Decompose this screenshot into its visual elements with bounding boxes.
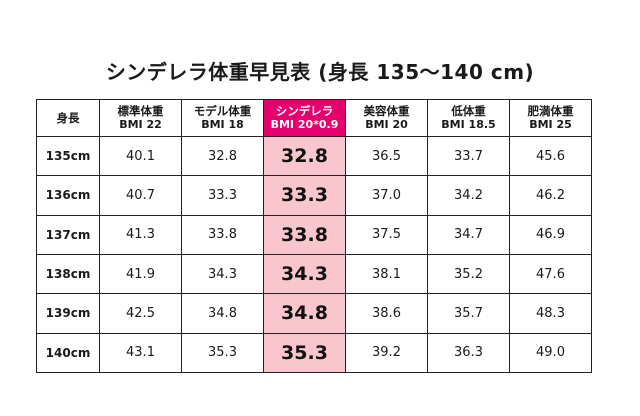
value-cell: 42.5 <box>99 293 182 334</box>
table-row: 140cm 43.1 35.3 35.3 39.2 36.3 49.0 <box>36 332 592 374</box>
table-header-row: 身長 標準体重 BMI 22 モデル体重 BMI 18 シンデレラ BMI 20*0.… <box>36 99 592 137</box>
value-cell: 40.7 <box>99 175 182 216</box>
table-row: 137cm 41.3 33.8 33.8 37.5 34.7 46.9 <box>36 214 592 255</box>
header-label: 標準体重 <box>117 104 164 118</box>
table-row: 138cm 41.9 34.3 34.3 38.1 35.2 47.6 <box>36 253 592 295</box>
header-cinderella-weight: シンデレラ BMI 20*0.9 <box>263 99 346 137</box>
value-cell: 33.7 <box>427 135 510 177</box>
value-cell: 34.3 <box>181 253 264 295</box>
value-cell: 37.0 <box>345 175 428 216</box>
weight-table: 身長 標準体重 BMI 22 モデル体重 BMI 18 シンデレラ BMI 20*0.… <box>36 99 592 374</box>
value-cell: 33.8 <box>181 214 264 255</box>
cinderella-value-cell: 32.8 <box>263 135 346 177</box>
value-cell: 40.1 <box>99 135 182 177</box>
cinderella-value-cell: 33.8 <box>263 214 346 255</box>
cinderella-value-cell: 34.3 <box>263 253 346 295</box>
value-cell: 33.3 <box>181 175 264 216</box>
header-obese-weight: 肥満体重 BMI 25 <box>509 99 592 137</box>
value-cell: 41.9 <box>99 253 182 295</box>
header-beauty-weight: 美容体重 BMI 20 <box>345 99 428 137</box>
value-cell: 34.7 <box>427 214 510 255</box>
table-row: 136cm 40.7 33.3 33.3 37.0 34.2 46.2 <box>36 175 592 216</box>
height-cell: 135cm <box>36 135 100 177</box>
value-cell: 38.1 <box>345 253 428 295</box>
header-label: シンデレラ <box>275 104 334 118</box>
cinderella-value-cell: 33.3 <box>263 175 346 216</box>
value-cell: 36.3 <box>427 332 510 374</box>
value-cell: 46.2 <box>509 175 592 216</box>
header-label: 肥満体重 <box>527 104 574 118</box>
value-cell: 48.3 <box>509 293 592 334</box>
cinderella-value-cell: 35.3 <box>263 332 346 374</box>
cinderella-value-cell: 34.8 <box>263 293 346 334</box>
value-cell: 46.9 <box>509 214 592 255</box>
header-label: 美容体重 <box>363 104 410 118</box>
header-model-weight: モデル体重 BMI 18 <box>181 99 264 137</box>
value-cell: 45.6 <box>509 135 592 177</box>
value-cell: 47.6 <box>509 253 592 295</box>
header-bmi: BMI 20 <box>365 118 408 131</box>
value-cell: 35.3 <box>181 332 264 374</box>
header-bmi: BMI 18 <box>201 118 244 131</box>
header-bmi: BMI 25 <box>529 118 572 131</box>
value-cell: 49.0 <box>509 332 592 374</box>
value-cell: 32.8 <box>181 135 264 177</box>
value-cell: 37.5 <box>345 214 428 255</box>
header-bmi: BMI 22 <box>119 118 162 131</box>
value-cell: 41.3 <box>99 214 182 255</box>
header-label: 低体重 <box>451 104 486 118</box>
header-label: モデル体重 <box>193 104 252 118</box>
value-cell: 35.7 <box>427 293 510 334</box>
table-row: 139cm 42.5 34.8 34.8 38.6 35.7 48.3 <box>36 293 592 334</box>
height-cell: 139cm <box>36 293 100 334</box>
value-cell: 34.8 <box>181 293 264 334</box>
header-standard-weight: 標準体重 BMI 22 <box>99 99 182 137</box>
value-cell: 39.2 <box>345 332 428 374</box>
header-bmi: BMI 20*0.9 <box>270 118 339 131</box>
value-cell: 38.6 <box>345 293 428 334</box>
header-bmi: BMI 18.5 <box>441 118 496 131</box>
page-title: シンデレラ体重早見表 (身長 135～140 cm) <box>105 60 535 84</box>
header-height: 身長 <box>36 99 100 137</box>
value-cell: 36.5 <box>345 135 428 177</box>
value-cell: 34.2 <box>427 175 510 216</box>
height-cell: 140cm <box>36 332 100 374</box>
value-cell: 43.1 <box>99 332 182 374</box>
value-cell: 35.2 <box>427 253 510 295</box>
table-row: 135cm 40.1 32.8 32.8 36.5 33.7 45.6 <box>36 135 592 177</box>
height-cell: 138cm <box>36 253 100 295</box>
height-cell: 136cm <box>36 175 100 216</box>
header-underweight: 低体重 BMI 18.5 <box>427 99 510 137</box>
height-cell: 137cm <box>36 214 100 255</box>
